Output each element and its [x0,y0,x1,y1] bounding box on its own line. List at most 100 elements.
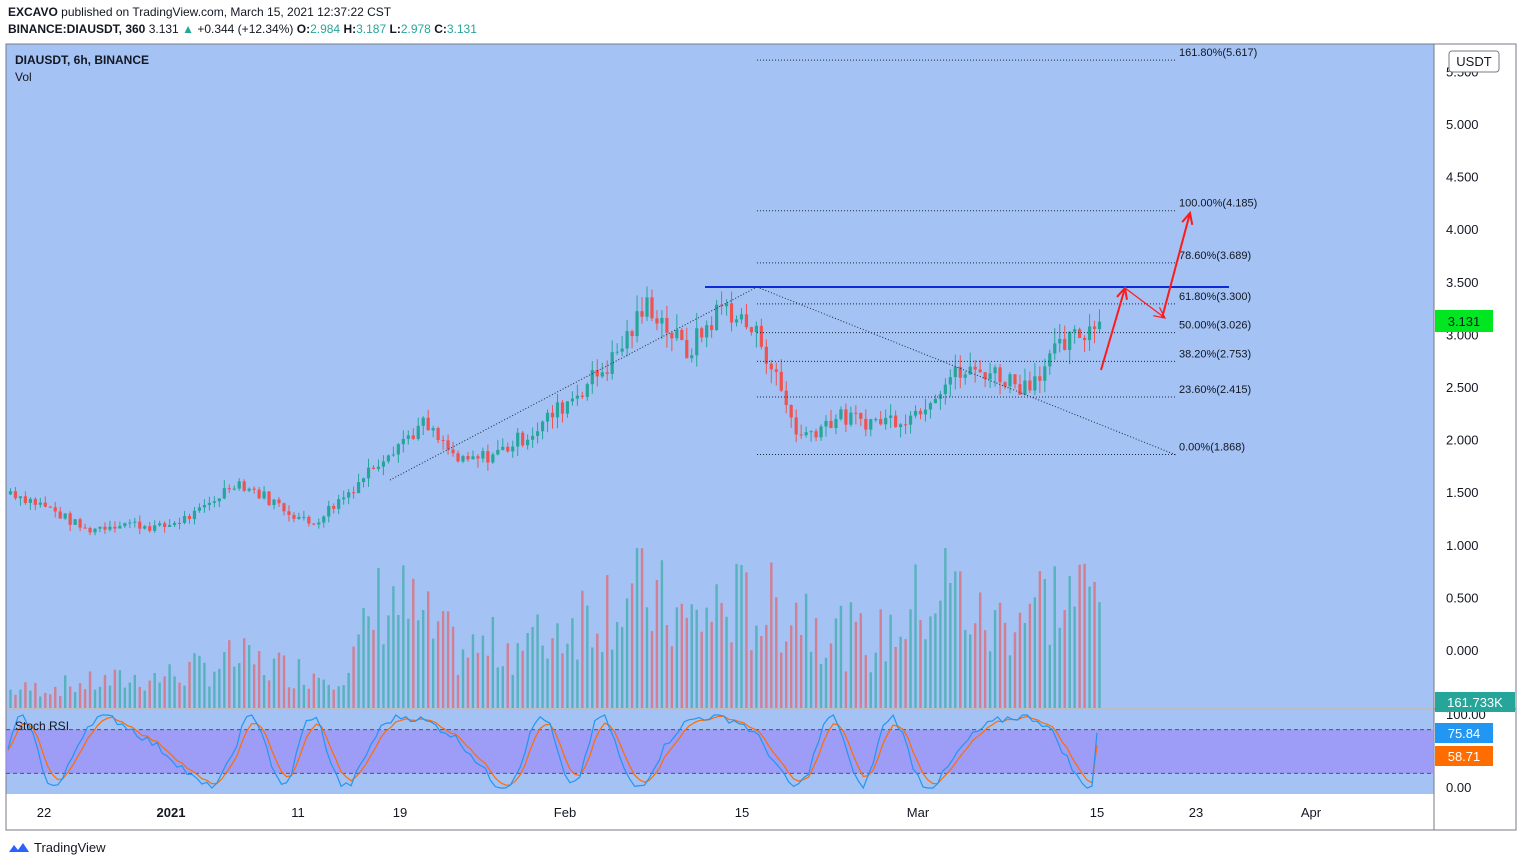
fib-level-label: 50.00%(3.026) [1179,320,1251,332]
candle-body [1058,338,1062,344]
volume-bar [675,607,679,708]
candle-body [550,412,555,418]
volume-bar [29,690,32,708]
volume-bar [1068,576,1071,708]
y-tick-label: 2.500 [1446,380,1479,395]
volume-bar [367,616,370,708]
candle-body [48,506,52,508]
candle-body [98,526,102,529]
fib-level-label: 0.00%(1.868) [1179,441,1245,453]
candle-body [615,351,619,353]
candle-body [416,425,420,439]
volume-bar [785,641,788,708]
volume-bar [566,643,569,708]
volume-bar [297,659,301,708]
projection-arrow-2-head [1153,307,1167,319]
volume-bar [685,617,688,708]
candle-body [715,304,719,331]
volume-bar [944,548,947,708]
volume-bar [844,671,848,708]
candle-body [307,516,311,524]
candle-body [123,523,127,526]
candle-body [953,366,957,378]
candle-body [521,432,525,446]
volume-tag [1435,692,1515,712]
volume-bar [252,664,256,708]
candle-body [899,424,903,428]
candle-body [73,519,77,525]
candle-body [252,488,256,490]
volume-bar [362,608,365,708]
candle-body [461,456,465,462]
candle-body [894,415,898,428]
candle-body [282,503,286,512]
x-tick-label: Mar [907,805,930,820]
candle-body [655,318,659,324]
legend-title[interactable]: DIAUSDT, 6h, BINANCE [15,53,149,67]
trend-line-up [389,286,758,481]
candle-body [262,491,266,499]
high-value: 3.187 [356,22,387,36]
candle-body [610,352,614,374]
volume-bar [68,686,72,708]
candle-body [784,390,788,406]
candle-layer [8,286,1102,536]
volume-bar [645,607,649,708]
candle-body [516,432,520,447]
candle-body [764,346,768,364]
candle-body [879,419,883,425]
candle-body [675,329,679,339]
volume-bar [874,652,877,708]
volume-bar [640,548,644,708]
candle-body [451,449,455,454]
footer-brand[interactable]: TradingView [34,840,106,855]
volume-bar [760,636,763,708]
volume-bar [720,602,723,708]
volume-bar [814,618,818,708]
candle-body [948,377,952,385]
candle-body [665,317,669,333]
candle-body [754,325,758,333]
candle-body [277,499,281,504]
volume-bar [307,688,311,708]
candle-body [690,355,694,359]
volume-bar [223,652,226,708]
author-name[interactable]: EXCAVO [8,5,58,19]
x-tick-label: 22 [37,805,51,820]
candle-body [506,446,510,452]
legend-vol[interactable]: Vol [15,70,32,84]
stoch-title[interactable]: Stoch RSI [15,719,69,733]
volume-bar [665,625,669,708]
candle-body [729,303,734,323]
candle-body [973,366,977,370]
candle-body [103,526,107,530]
volume-bar [620,627,624,708]
volume-bar [934,613,937,708]
open-value: 2.984 [310,22,341,36]
volume-bar [964,630,967,708]
volume-bar [983,630,987,708]
candle-body [779,371,783,391]
volume-bar [163,676,166,708]
stoch-d-line [7,715,1098,786]
stoch-tick-label: 0.00 [1446,780,1471,795]
currency-box[interactable] [1448,50,1500,73]
volume-bar [556,623,559,708]
candle-body [391,454,395,456]
candle-body [1018,384,1022,395]
publish-date: published on TradingView.com, March 15, … [61,5,392,19]
candle-body [128,522,132,524]
fib-level-label: 100.00%(4.185) [1179,198,1257,210]
candle-body [968,366,972,375]
candle-body [1028,380,1032,391]
volume-label: 161.733K [1447,695,1503,710]
candle-body [133,521,137,523]
candle-body [590,370,594,385]
y-tick-label: 5.000 [1446,117,1479,132]
volume-bar [407,618,410,708]
candle-body [222,488,226,499]
volume-bar [228,640,231,708]
close-value: 3.131 [446,22,477,36]
volume-bar [988,651,992,708]
